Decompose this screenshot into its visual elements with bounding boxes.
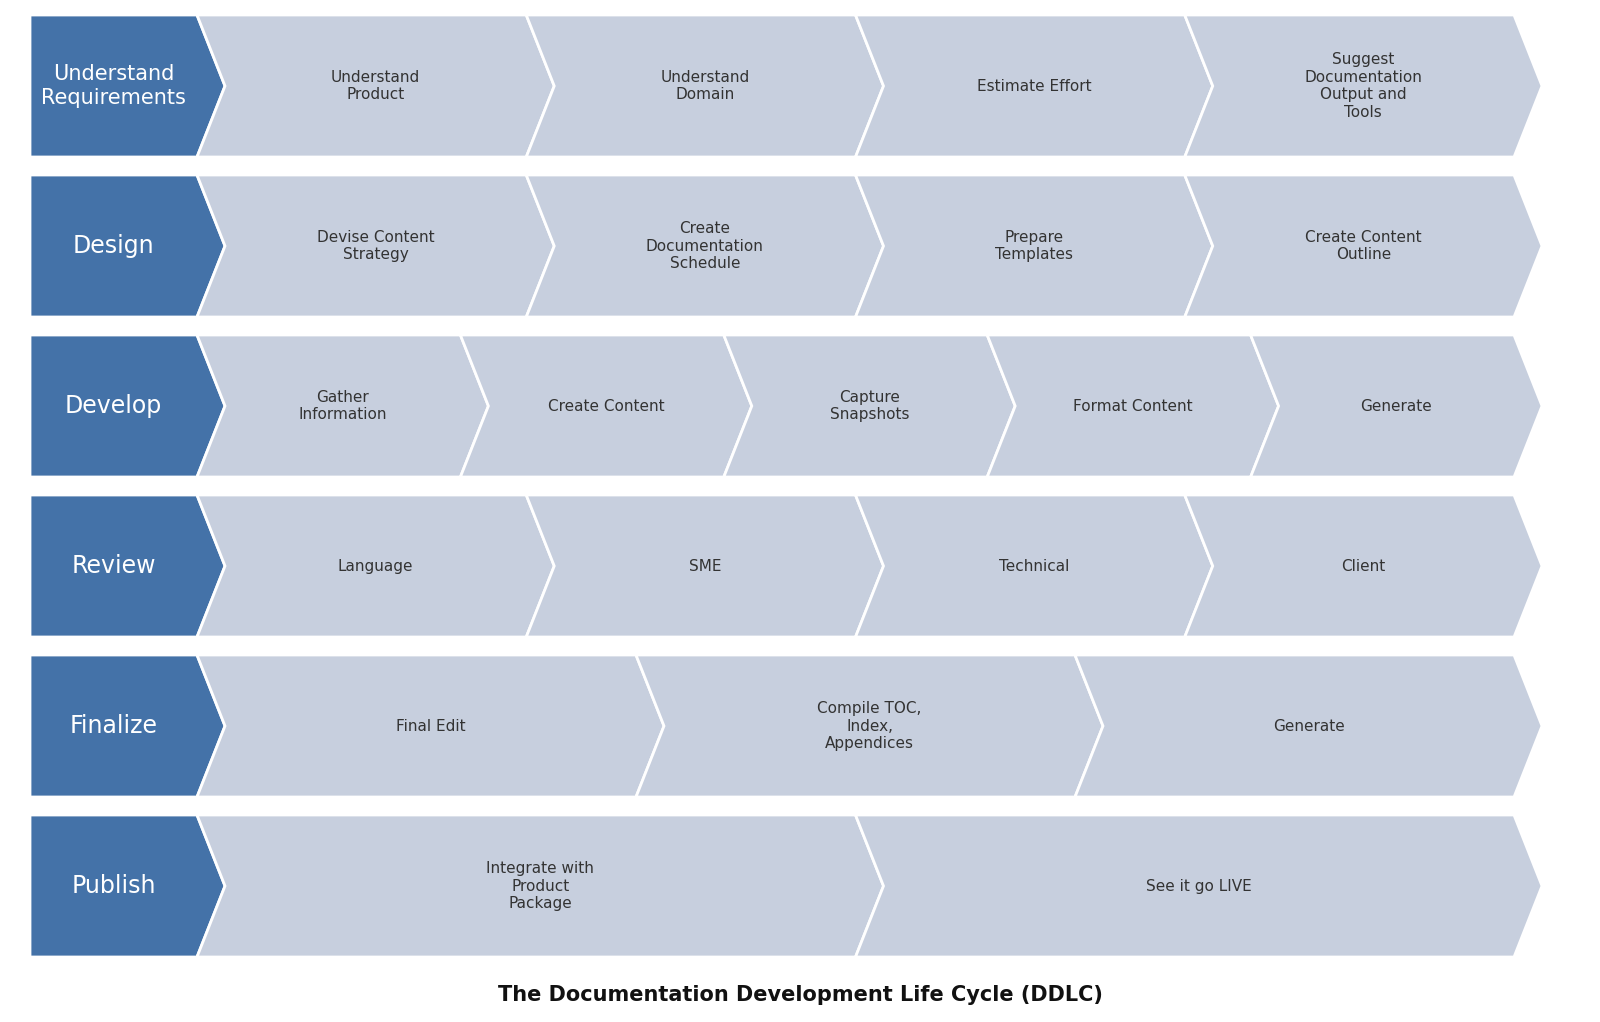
- Polygon shape: [461, 335, 752, 477]
- Text: Estimate Effort: Estimate Effort: [978, 79, 1091, 93]
- Polygon shape: [30, 15, 226, 157]
- Text: See it go LIVE: See it go LIVE: [1146, 879, 1251, 893]
- Polygon shape: [856, 15, 1213, 157]
- Polygon shape: [197, 815, 883, 957]
- Polygon shape: [197, 175, 554, 317]
- Text: Design: Design: [72, 234, 154, 258]
- Polygon shape: [30, 175, 226, 317]
- Text: Format Content: Format Content: [1074, 399, 1192, 414]
- Text: Client: Client: [1341, 558, 1386, 573]
- Polygon shape: [197, 495, 554, 637]
- Text: Publish: Publish: [72, 874, 155, 898]
- Text: Create Content: Create Content: [547, 399, 664, 414]
- Polygon shape: [526, 175, 883, 317]
- Text: Generate: Generate: [1360, 399, 1432, 414]
- Polygon shape: [526, 495, 883, 637]
- Polygon shape: [1184, 495, 1542, 637]
- Text: Generate: Generate: [1272, 718, 1344, 734]
- Text: Finalize: Finalize: [69, 714, 157, 738]
- Text: Create Content
Outline: Create Content Outline: [1306, 230, 1422, 263]
- Polygon shape: [197, 335, 488, 477]
- Polygon shape: [856, 175, 1213, 317]
- Text: Suggest
Documentation
Output and
Tools: Suggest Documentation Output and Tools: [1304, 52, 1422, 120]
- Text: The Documentation Development Life Cycle (DDLC): The Documentation Development Life Cycle…: [498, 984, 1102, 1005]
- Polygon shape: [1075, 655, 1542, 797]
- Polygon shape: [1184, 175, 1542, 317]
- Text: Capture
Snapshots: Capture Snapshots: [830, 389, 909, 422]
- Polygon shape: [723, 335, 1014, 477]
- Polygon shape: [197, 655, 664, 797]
- Text: Prepare
Templates: Prepare Templates: [995, 230, 1074, 263]
- Text: Final Edit: Final Edit: [395, 718, 466, 734]
- Polygon shape: [526, 15, 883, 157]
- Polygon shape: [197, 15, 554, 157]
- Text: Develop: Develop: [66, 394, 162, 418]
- Text: Gather
Information: Gather Information: [299, 389, 387, 422]
- Polygon shape: [30, 335, 226, 477]
- Text: Language: Language: [338, 558, 413, 573]
- Text: Technical: Technical: [998, 558, 1069, 573]
- Polygon shape: [1251, 335, 1542, 477]
- Text: Understand
Domain: Understand Domain: [661, 69, 749, 102]
- Polygon shape: [637, 655, 1102, 797]
- Polygon shape: [30, 815, 226, 957]
- Text: Understand
Requirements: Understand Requirements: [42, 64, 186, 107]
- Polygon shape: [1184, 15, 1542, 157]
- Text: Review: Review: [72, 554, 155, 578]
- Polygon shape: [856, 495, 1213, 637]
- Polygon shape: [30, 495, 226, 637]
- Text: Compile TOC,
Index,
Appendices: Compile TOC, Index, Appendices: [818, 701, 922, 751]
- Text: Create
Documentation
Schedule: Create Documentation Schedule: [646, 221, 763, 271]
- Polygon shape: [987, 335, 1278, 477]
- Text: Integrate with
Product
Package: Integrate with Product Package: [486, 862, 594, 911]
- Polygon shape: [856, 815, 1542, 957]
- Text: SME: SME: [688, 558, 722, 573]
- Text: Understand
Product: Understand Product: [331, 69, 421, 102]
- Polygon shape: [30, 655, 226, 797]
- Text: Devise Content
Strategy: Devise Content Strategy: [317, 230, 435, 263]
